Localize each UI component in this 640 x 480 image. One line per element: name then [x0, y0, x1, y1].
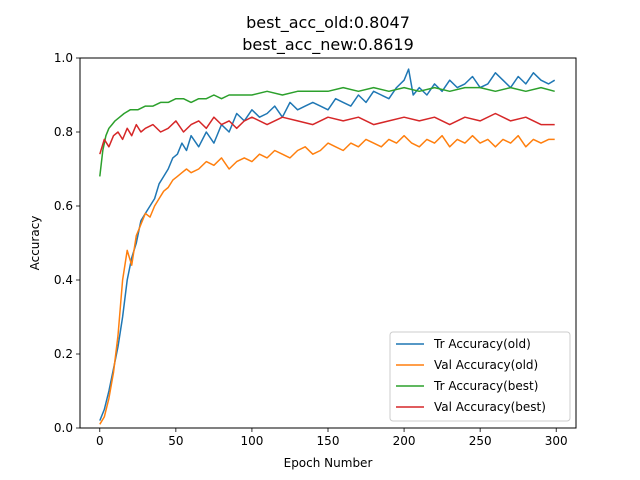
series-line-2 — [99, 86, 555, 177]
y-axis-label: Accuracy — [28, 216, 42, 271]
x-tick-label: 250 — [469, 434, 492, 448]
y-tick-label: 0.2 — [54, 347, 73, 361]
y-tick-label: 0.8 — [54, 125, 73, 139]
series-line-1 — [99, 134, 555, 425]
legend: Tr Accuracy(old) Val Accuracy(old) Tr Accu… — [389, 331, 571, 422]
x-tick-label: 100 — [240, 434, 263, 448]
y-tick-label: 0.0 — [54, 421, 73, 435]
series-line-0 — [99, 68, 556, 421]
legend-box — [389, 331, 571, 422]
y-tick-label: 0.6 — [54, 199, 73, 213]
x-tick-label: 50 — [168, 434, 183, 448]
y-tick-label: 0.4 — [54, 273, 73, 287]
y-tick-label: 1.0 — [54, 51, 73, 65]
series-layer — [99, 68, 556, 425]
x-tick-label: 300 — [545, 434, 568, 448]
chart-title-line-1: best_acc_old:0.8047 — [246, 13, 410, 33]
ticks-layer: 0 50 100 150 200 250 300 0.0 0.2 0.4 0.6 0.8 1.0 — [54, 51, 568, 448]
chart-title-line-2: best_acc_new:0.8619 — [242, 35, 414, 55]
x-tick-label: 200 — [393, 434, 416, 448]
legend-label-3: Val Accuracy(best) — [434, 400, 546, 414]
legend-label-1: Val Accuracy(old) — [434, 358, 538, 372]
series-line-3 — [99, 112, 555, 155]
x-tick-label: 150 — [317, 434, 340, 448]
x-tick-label: 0 — [96, 434, 104, 448]
axes-frame — [79, 57, 577, 429]
x-axis-label: Epoch Number — [284, 456, 373, 470]
legend-label-2: Tr Accuracy(best) — [433, 379, 538, 393]
legend-label-0: Tr Accuracy(old) — [433, 337, 531, 351]
